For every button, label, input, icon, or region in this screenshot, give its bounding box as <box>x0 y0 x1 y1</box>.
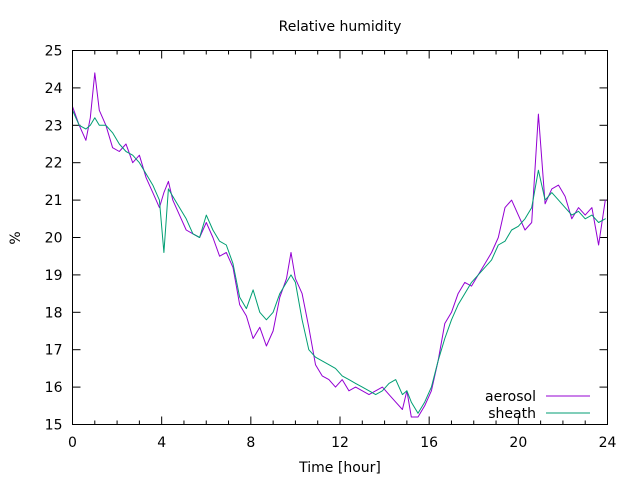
x-tick-label: 8 <box>246 435 255 451</box>
y-tick-label: 15 <box>45 418 63 434</box>
x-tick-label: 12 <box>331 435 349 451</box>
y-tick-label: 23 <box>45 118 63 134</box>
y-tick-label: 25 <box>45 44 63 60</box>
legend-label: aerosol <box>485 389 536 405</box>
y-tick-label: 20 <box>45 231 63 247</box>
series-line-sheath <box>72 109 606 414</box>
y-tick-label: 21 <box>45 193 63 209</box>
x-tick-label: 16 <box>420 435 438 451</box>
y-axis-label: % <box>8 231 24 244</box>
plot-frame <box>72 50 608 425</box>
y-axis-ticks: 15 16 17 18 19 20 21 22 23 24 25 <box>45 44 608 434</box>
y-tick-label: 17 <box>45 343 63 359</box>
y-tick-label: 19 <box>45 268 63 284</box>
x-axis-label: Time [hour] <box>298 460 381 476</box>
y-tick-label: 24 <box>45 81 63 97</box>
y-tick-label: 18 <box>45 305 63 321</box>
x-tick-label: 20 <box>509 435 527 451</box>
x-tick-label: 24 <box>599 435 617 451</box>
y-tick-label: 22 <box>45 156 63 172</box>
x-tick-label: 4 <box>157 435 166 451</box>
chart-title: Relative humidity <box>279 19 402 35</box>
y-tick-label: 16 <box>45 380 63 396</box>
legend-label: sheath <box>488 406 536 422</box>
series-line-aerosol <box>72 72 606 418</box>
x-tick-label: 0 <box>68 435 77 451</box>
series-layer <box>72 72 606 418</box>
